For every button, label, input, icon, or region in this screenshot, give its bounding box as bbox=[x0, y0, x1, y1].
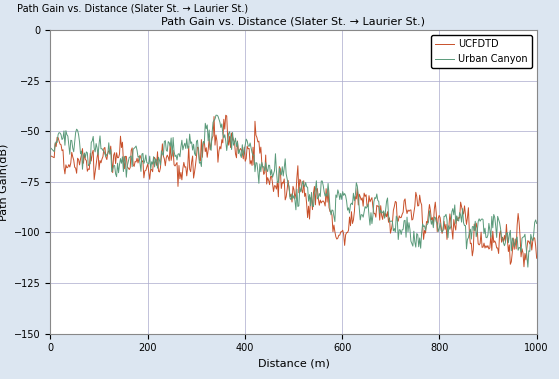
UCFDTD bbox=[447, 211, 453, 216]
UCFDTD bbox=[524, 246, 530, 251]
Urban Canyon bbox=[447, 227, 453, 232]
Urban Canyon bbox=[524, 265, 531, 269]
Text: Path Gain vs. Distance (Slater St. → Laurier St.): Path Gain vs. Distance (Slater St. → Lau… bbox=[17, 4, 248, 14]
Line: UCFDTD: UCFDTD bbox=[50, 115, 537, 267]
UCFDTD bbox=[533, 256, 540, 260]
UCFDTD bbox=[520, 265, 527, 269]
Urban Canyon bbox=[47, 145, 54, 150]
X-axis label: Distance (m): Distance (m) bbox=[258, 359, 329, 369]
Urban Canyon bbox=[338, 191, 344, 196]
Urban Canyon bbox=[533, 221, 540, 226]
Urban Canyon bbox=[282, 157, 288, 161]
UCFDTD bbox=[338, 230, 344, 234]
UCFDTD bbox=[282, 197, 288, 202]
Legend: UCFDTD, Urban Canyon: UCFDTD, Urban Canyon bbox=[431, 35, 532, 68]
Line: Urban Canyon: Urban Canyon bbox=[50, 115, 537, 267]
Urban Canyon bbox=[212, 113, 219, 117]
Y-axis label: Path Gain(dB): Path Gain(dB) bbox=[0, 143, 8, 221]
Title: Path Gain vs. Distance (Slater St. → Laurier St.): Path Gain vs. Distance (Slater St. → Lau… bbox=[162, 17, 425, 27]
UCFDTD bbox=[222, 113, 229, 117]
UCFDTD bbox=[47, 153, 54, 158]
Urban Canyon bbox=[311, 192, 318, 197]
Urban Canyon bbox=[523, 242, 529, 247]
Urban Canyon bbox=[279, 164, 286, 169]
UCFDTD bbox=[311, 184, 318, 189]
UCFDTD bbox=[279, 180, 286, 185]
